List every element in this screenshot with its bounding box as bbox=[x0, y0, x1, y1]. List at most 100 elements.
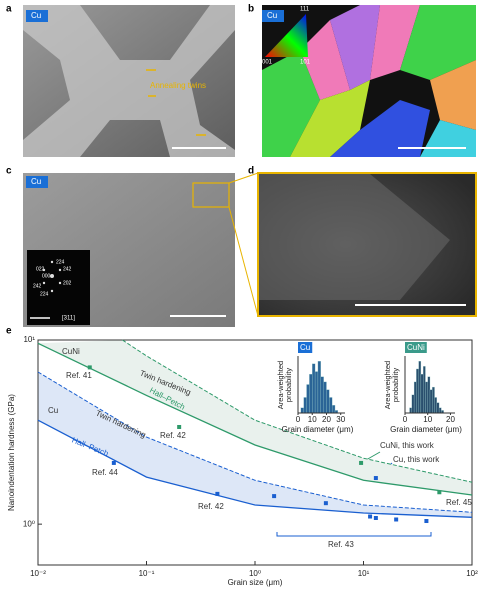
tag: Cu bbox=[267, 11, 277, 20]
zoom-line bbox=[228, 206, 259, 317]
diffraction-inset bbox=[27, 250, 90, 325]
grain bbox=[370, 5, 420, 80]
annotation: Ref. 43 bbox=[328, 540, 354, 549]
panel-label: a bbox=[6, 4, 12, 15]
x-tick-label: 10⁰ bbox=[249, 569, 261, 578]
arrow bbox=[365, 451, 381, 461]
x-tick-label: 10 bbox=[308, 415, 317, 424]
hist-bar bbox=[429, 389, 433, 414]
panel-label: d bbox=[248, 166, 254, 177]
data-point bbox=[394, 517, 399, 522]
grain bbox=[330, 100, 430, 157]
hist-bar bbox=[326, 389, 330, 414]
grain bbox=[400, 5, 476, 80]
panel-label: e bbox=[6, 326, 12, 337]
x-tick-label: 0 bbox=[296, 415, 301, 424]
data-point bbox=[272, 494, 277, 499]
spot-label: 022 bbox=[36, 266, 45, 272]
hist-bar bbox=[320, 376, 324, 414]
x-tick-label: 0 bbox=[403, 415, 408, 424]
hist-bar bbox=[436, 402, 440, 414]
spot-label: 242 bbox=[33, 283, 42, 289]
hist-bar bbox=[418, 361, 422, 414]
y-tick-label: 10⁰ bbox=[23, 519, 35, 528]
hist-bar bbox=[329, 397, 333, 414]
grain bbox=[262, 50, 320, 157]
data-point bbox=[323, 501, 328, 506]
data-point bbox=[424, 519, 429, 524]
hist-bar bbox=[423, 366, 426, 414]
grain bbox=[330, 5, 380, 90]
tag-box bbox=[26, 176, 48, 188]
zoom-box bbox=[192, 182, 230, 208]
hist-bar bbox=[434, 397, 437, 414]
annotation: Ref. 42 bbox=[160, 431, 186, 440]
annotation: CuNi bbox=[62, 347, 80, 356]
data-point bbox=[373, 515, 378, 520]
tag: Cu bbox=[31, 11, 41, 20]
hist-bar bbox=[317, 361, 321, 414]
y-axis-label: Area-weighted probability bbox=[276, 360, 293, 409]
x-tick-label: 10 bbox=[423, 415, 432, 424]
spot-label: 242 bbox=[63, 266, 72, 272]
x-axis-label: Grain diameter (μm) bbox=[390, 425, 462, 434]
hist-bar bbox=[314, 371, 319, 414]
data-point bbox=[177, 424, 182, 429]
annotation: Ref. 44 bbox=[92, 468, 118, 477]
hist-bar bbox=[409, 407, 412, 414]
hist-bar bbox=[411, 394, 415, 414]
y-axis-label: Area-weighted probability bbox=[383, 360, 400, 409]
spot-label: 000 bbox=[42, 273, 51, 279]
spot-label: 224 bbox=[40, 291, 49, 297]
hist-bar bbox=[309, 373, 313, 414]
x-axis-label: Grain size (μm) bbox=[228, 578, 283, 587]
data-point bbox=[437, 490, 442, 495]
x-tick-label: 20 bbox=[446, 415, 455, 424]
twin-curve bbox=[122, 339, 473, 483]
x-tick-label: 10² bbox=[466, 569, 478, 578]
ipf-key bbox=[265, 14, 308, 57]
x-tick-label: 30 bbox=[336, 415, 345, 424]
data-point bbox=[368, 514, 373, 519]
band-fill bbox=[38, 372, 472, 518]
hist-bar bbox=[420, 373, 424, 414]
hist-title-box bbox=[298, 342, 313, 353]
zoom-line bbox=[228, 172, 259, 184]
annotation: Cu bbox=[48, 406, 58, 415]
annotation: Cu, this work bbox=[393, 455, 440, 464]
grain bbox=[430, 60, 476, 130]
spots bbox=[42, 260, 62, 293]
hall-petch-curve bbox=[37, 419, 473, 518]
x-tick-label: 10¹ bbox=[358, 569, 370, 578]
ipf-label: 101 bbox=[300, 60, 311, 66]
band-fill bbox=[38, 340, 472, 495]
hist-bar bbox=[416, 368, 419, 414]
data-point bbox=[373, 476, 378, 481]
y-tick-label: 10¹ bbox=[23, 335, 35, 344]
hist-bar bbox=[432, 386, 435, 414]
x-tick-label: 20 bbox=[322, 415, 331, 424]
hist-title-box bbox=[405, 342, 427, 353]
data-point bbox=[215, 491, 220, 496]
data-point bbox=[111, 460, 116, 465]
x-axis-label: Grain diameter (μm) bbox=[282, 425, 354, 434]
grain bbox=[290, 80, 370, 157]
grain bbox=[300, 20, 350, 100]
spot-label: 224 bbox=[56, 259, 65, 265]
annotation: Ref. 41 bbox=[66, 371, 92, 380]
zone-axis: [311] bbox=[62, 316, 75, 322]
ipf-label: 111 bbox=[300, 7, 310, 13]
y-axis-label: Nanoindentation hardness (GPa) bbox=[7, 394, 16, 511]
hist-title: Cu bbox=[300, 343, 310, 352]
spot-label: 202 bbox=[63, 280, 72, 286]
annotation: Ref. 45 bbox=[446, 498, 472, 507]
panel-label: c bbox=[6, 166, 12, 177]
tag-box bbox=[262, 10, 284, 22]
panel-label: b bbox=[248, 4, 254, 15]
hall-petch-curve bbox=[37, 342, 473, 496]
tag-box bbox=[26, 10, 48, 22]
hist-bar bbox=[303, 397, 307, 414]
x-tick-label: 10⁻² bbox=[30, 569, 46, 578]
